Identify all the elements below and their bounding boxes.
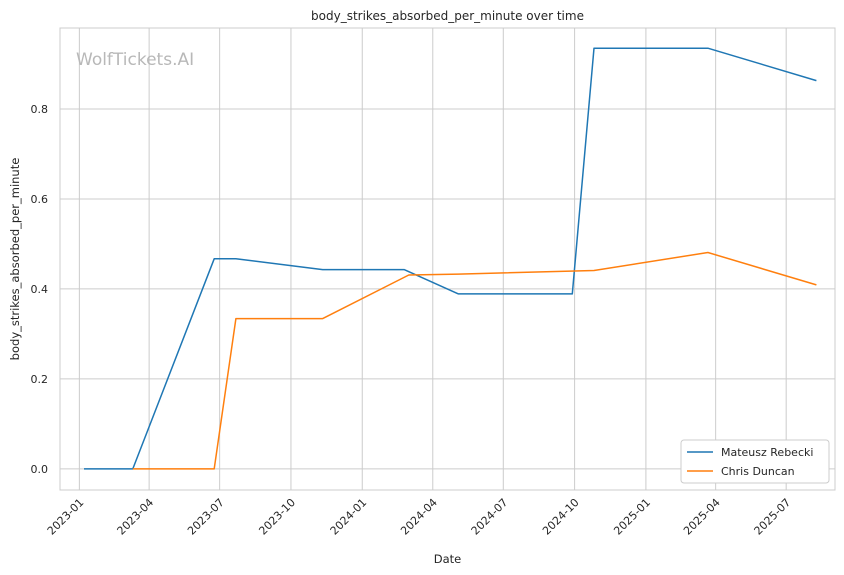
series-layer <box>84 47 817 470</box>
x-tick-label-2024-04: 2024-04 <box>398 496 440 538</box>
x-tick-label-2023-04: 2023-04 <box>115 496 157 538</box>
y-tick-label-4: 0.8 <box>31 103 49 116</box>
x-tick-label-2025-07: 2025-07 <box>752 496 794 538</box>
plot-area <box>59 27 836 491</box>
y-axis-label: body_strikes_absorbed_per_minute <box>8 158 22 361</box>
chart-title: body_strikes_absorbed_per_minute over ti… <box>311 9 584 23</box>
legend: Mateusz Rebecki Chris Duncan <box>680 439 830 484</box>
series-line-mateusz-rebecki <box>84 47 817 470</box>
x-tick-label-2024-07: 2024-07 <box>469 496 511 538</box>
y-axis-ticks: 0.0 0.2 0.4 0.6 0.8 <box>31 103 49 476</box>
x-tick-label-2023-10: 2023-10 <box>256 496 298 538</box>
legend-box <box>680 439 830 484</box>
x-tick-label-2025-04: 2025-04 <box>681 496 723 538</box>
x-tick-label-2024-10: 2024-10 <box>540 496 582 538</box>
legend-label-mateusz-rebecki: Mateusz Rebecki <box>721 446 813 459</box>
x-axis-ticks: 2023-01 2023-04 2023-07 2023-10 2024-01 2024-… <box>45 496 793 538</box>
x-tick-label-2024-01: 2024-01 <box>328 496 370 538</box>
y-tick-label-3: 0.6 <box>31 193 49 206</box>
x-tick-label-2023-01: 2023-01 <box>45 496 87 538</box>
x-tick-label-2025-01: 2025-01 <box>611 496 653 538</box>
y-tick-label-0: 0.0 <box>31 463 49 476</box>
x-axis-label: Date <box>434 552 462 566</box>
y-tick-label-1: 0.2 <box>31 373 49 386</box>
y-tick-label-2: 0.4 <box>31 283 49 296</box>
series-line-chris-duncan <box>132 251 817 470</box>
watermark: WolfTickets.AI <box>76 50 194 70</box>
x-tick-label-2023-07: 2023-07 <box>185 496 227 538</box>
legend-label-chris-duncan: Chris Duncan <box>721 465 795 478</box>
